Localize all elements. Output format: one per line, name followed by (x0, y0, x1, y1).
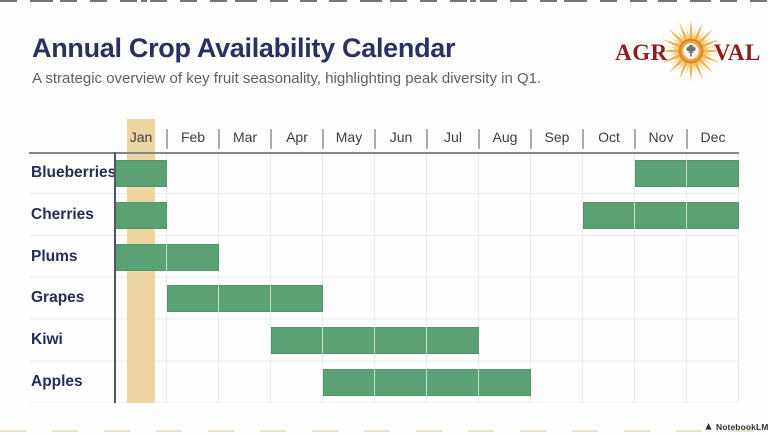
month-separator-tick (218, 129, 220, 149)
row-label-plums: Plums (31, 248, 78, 265)
logo-text-right: VAL (713, 40, 761, 65)
month-header-jan: Jan (129, 129, 153, 145)
month-separator-tick (270, 129, 272, 149)
month-header-nov: Nov (648, 129, 674, 145)
month-header-aug: Aug (492, 129, 518, 145)
page-subtitle: A strategic overview of key fruit season… (32, 70, 542, 87)
bar-cherries-oct-dec (583, 202, 739, 229)
page-title: Annual Crop Availability Calendar (32, 33, 456, 63)
notebooklm-watermark: NotebookLM (704, 418, 768, 434)
bar-blueberries-nov-dec (635, 160, 739, 187)
month-header-underline (29, 152, 739, 154)
month-separator-tick (582, 129, 584, 149)
month-header-jun: Jun (389, 129, 413, 145)
month-separator-tick (478, 129, 480, 149)
month-separator-tick (166, 129, 168, 149)
logo-text-left: AGR (615, 40, 668, 65)
month-header-apr: Apr (286, 129, 308, 145)
bar-cherries-jan (115, 202, 167, 229)
month-header-jul: Jul (444, 129, 462, 145)
row-label-grapes: Grapes (31, 289, 85, 306)
row-label-apples: Apples (31, 373, 83, 390)
row-label-cherries: Cherries (31, 206, 94, 223)
month-separator-tick (374, 129, 376, 149)
month-header-row: Jan Feb Mar Apr May Jun Jul Aug Sep Oct … (115, 124, 739, 151)
chart-left-axis (114, 152, 116, 403)
bar-kiwi-apr-jul (271, 327, 479, 354)
month-header-oct: Oct (598, 129, 620, 145)
month-separator-tick (634, 129, 636, 149)
month-separator-tick (686, 129, 688, 149)
month-separator-tick (426, 129, 428, 149)
month-separator-tick (322, 129, 324, 149)
bar-apples-may-aug (323, 369, 531, 396)
month-header-mar: Mar (232, 129, 258, 145)
top-cropped-text-artifact (0, 0, 768, 2)
sun-icon (655, 15, 727, 92)
tree-glyph (686, 44, 696, 56)
row-label-kiwi: Kiwi (31, 331, 63, 348)
month-header-may: May (335, 129, 363, 145)
agroval-logo: AGR (615, 15, 760, 92)
bar-plums-jan-feb (115, 244, 219, 271)
chart-vertical-gridlines (115, 152, 740, 403)
month-header-feb: Feb (180, 129, 206, 145)
month-separator-tick (530, 129, 532, 149)
watermark-label: NotebookLM (716, 422, 768, 432)
bar-blueberries-jan (115, 160, 167, 187)
month-header-dec: Dec (700, 129, 726, 145)
notebooklm-icon (704, 418, 713, 434)
row-label-blueberries: Blueberries (31, 164, 117, 181)
bottom-edge-artifact (0, 430, 768, 432)
month-header-sep: Sep (544, 129, 570, 145)
bar-grapes-feb-apr (167, 285, 323, 312)
